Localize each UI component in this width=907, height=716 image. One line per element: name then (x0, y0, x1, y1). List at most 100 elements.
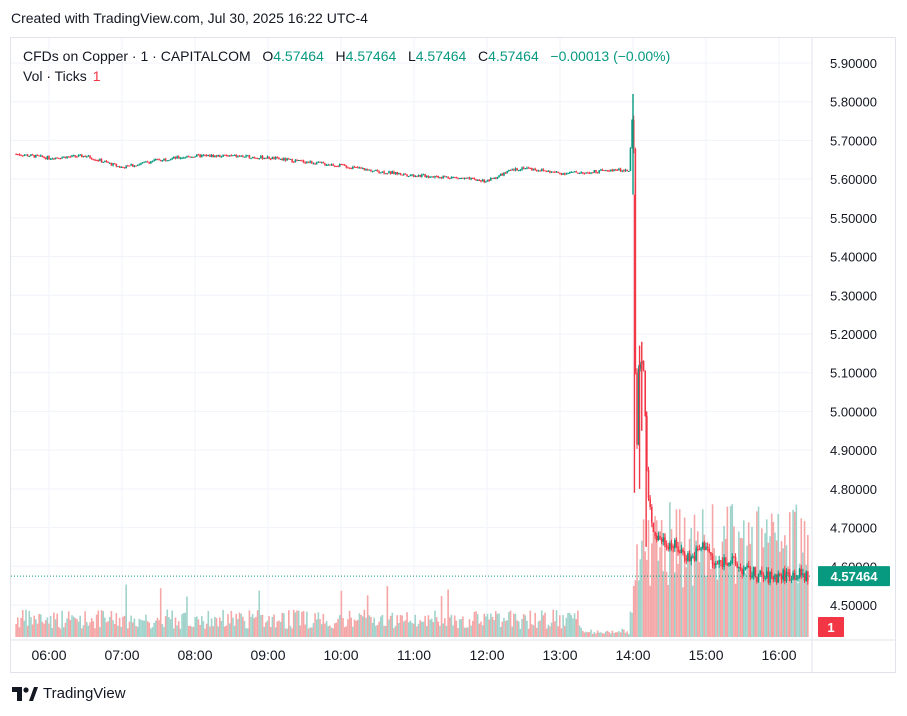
candle-body (44, 157, 47, 159)
candle-body (141, 162, 144, 164)
volume-bar (342, 617, 344, 637)
tradingview-logo-text: TradingView (43, 685, 126, 702)
volume-bar (99, 627, 101, 637)
volume-bar (222, 610, 224, 637)
candle-body (181, 157, 183, 159)
volume-bar (414, 614, 417, 637)
volume-bar (199, 625, 201, 637)
volume-bar (317, 612, 320, 637)
candle-body (62, 156, 65, 158)
candle-body (140, 162, 142, 165)
candle-body (751, 575, 753, 578)
price-tick-label: 5.10000 (830, 366, 877, 381)
candle-body (343, 164, 346, 166)
volume-bar (655, 520, 658, 637)
volume-bar (729, 506, 732, 637)
candle-body (547, 170, 550, 172)
volume-bar (762, 547, 765, 637)
candle-body (107, 161, 109, 163)
candle-body (194, 156, 196, 158)
candle-body (572, 171, 574, 173)
volume-bar (703, 534, 706, 637)
candle-body (517, 170, 520, 172)
volume-bar (508, 612, 510, 637)
volume-bar (779, 551, 781, 637)
candle-body (306, 161, 308, 164)
candle-body (148, 162, 150, 164)
volume-bar (278, 620, 280, 637)
volume-bar (66, 618, 68, 637)
candle-body (582, 172, 584, 174)
candle-body (135, 165, 137, 167)
candle-body (550, 171, 553, 173)
volume-bar (660, 520, 663, 637)
volume-bar (565, 617, 568, 637)
volume-bar (265, 622, 267, 637)
volume-bar (527, 628, 530, 637)
volume-bar (327, 626, 330, 637)
volume-bar (486, 613, 489, 637)
volume-bar (177, 621, 180, 637)
candle-body (769, 571, 771, 583)
volume-bar (481, 625, 484, 637)
candle-body (798, 568, 801, 577)
volume-bar (381, 614, 384, 637)
volume-bar (56, 613, 59, 637)
volume-bar (621, 628, 624, 637)
volume-bar (348, 610, 351, 637)
candle-body (84, 155, 86, 157)
candle-body (353, 166, 356, 168)
volume-bar (71, 615, 73, 637)
low-label: L (407, 48, 416, 64)
candle-body (570, 171, 573, 173)
candle-body (347, 167, 349, 169)
candle-body (220, 156, 223, 158)
volume-bar (417, 624, 420, 637)
candle-body (406, 174, 408, 176)
candle-body (506, 170, 509, 174)
volume-bar (698, 562, 701, 637)
volume-bar (154, 620, 157, 637)
candle-body (501, 173, 504, 176)
candle-body (729, 562, 732, 564)
candle-body (74, 155, 77, 157)
volume-bar (386, 586, 389, 637)
volume-bar (450, 614, 453, 637)
volume-bar (585, 631, 587, 637)
candle-body (473, 178, 476, 180)
candle-body (588, 172, 591, 174)
volume-bar (200, 616, 203, 637)
volume-bar (173, 628, 175, 637)
volume-bar (366, 595, 369, 637)
volume-bar (465, 627, 467, 637)
volume-bar (53, 612, 55, 637)
candle-body (685, 558, 688, 561)
tradingview-logo[interactable]: TradingView (12, 685, 126, 702)
volume-bar (100, 610, 103, 637)
candle-body (113, 163, 116, 165)
candle-body (317, 161, 320, 163)
candle-body (95, 160, 98, 162)
volume-bar (135, 625, 137, 637)
candle-body (232, 155, 234, 157)
candle-body (554, 171, 556, 173)
candle-body (371, 170, 374, 172)
candle-body (314, 163, 316, 165)
volume-bar (233, 625, 236, 637)
volume-bar (411, 622, 413, 637)
volume-bar (780, 541, 783, 637)
candle-body (389, 171, 392, 174)
time-tick-label: 09:00 (250, 647, 285, 663)
volume-bar (662, 571, 665, 637)
candle-body (72, 155, 75, 157)
candle-body (243, 156, 246, 158)
candle-body (782, 569, 784, 580)
candle-body (309, 161, 311, 163)
volume-bar (578, 625, 581, 637)
candle-body (205, 155, 208, 157)
volume-bar (194, 617, 196, 637)
candle-body (238, 155, 241, 157)
time-tick-label: 11:00 (397, 647, 431, 663)
volume-bar (110, 610, 113, 637)
